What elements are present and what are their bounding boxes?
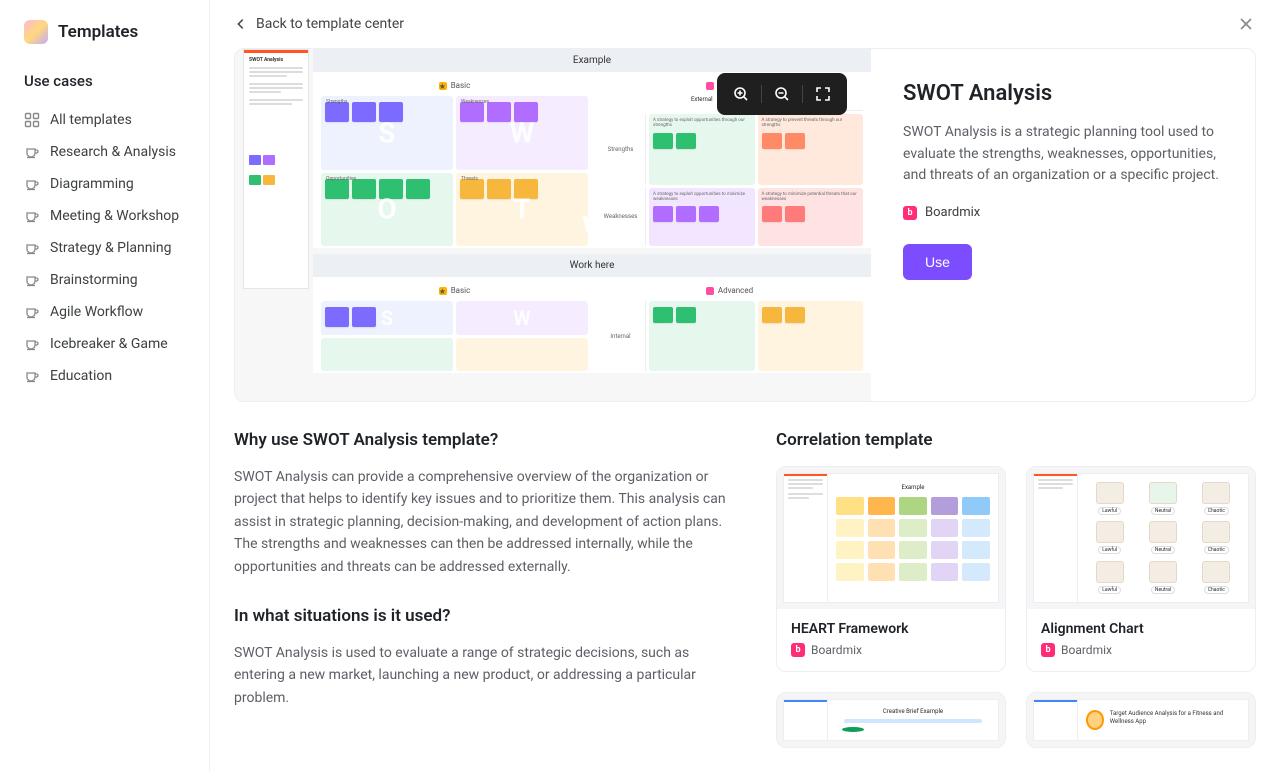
section-heading-when: In what situations is it used? xyxy=(234,606,728,626)
card-author: bBoardmix xyxy=(1041,643,1241,657)
zoom-in-button[interactable] xyxy=(727,81,755,107)
cup-icon xyxy=(24,208,40,224)
cup-icon xyxy=(24,144,40,160)
cup-icon xyxy=(24,240,40,256)
sidebar-item-label: Research & Analysis xyxy=(50,144,176,160)
grid-icon xyxy=(24,112,40,128)
sidebar-item-label: Brainstorming xyxy=(50,272,138,288)
boardmix-icon: b xyxy=(1041,643,1055,657)
card-thumb: Example xyxy=(777,467,1005,609)
sidebar-item-label: Strategy & Planning xyxy=(50,240,171,256)
content-columns: Why use SWOT Analysis template? SWOT Ana… xyxy=(210,402,1280,748)
sidebar-item-meeting[interactable]: Meeting & Workshop xyxy=(24,200,209,232)
card-thumb: Lawful Neutral Chaotic Lawful Neutral Ch… xyxy=(1027,467,1255,609)
top-bar: Back to template center xyxy=(210,0,1280,48)
close-button[interactable] xyxy=(1236,14,1256,34)
preview-work-label: Work here xyxy=(313,254,871,277)
back-label: Back to template center xyxy=(256,16,404,32)
card-thumb: Creative Brief Example xyxy=(777,693,1005,747)
app-title: Templates xyxy=(58,22,138,42)
card-author: bBoardmix xyxy=(791,643,991,657)
related-card-alignment[interactable]: Lawful Neutral Chaotic Lawful Neutral Ch… xyxy=(1026,466,1256,672)
preview-doc-panel: SWOT Analysis xyxy=(243,49,309,289)
template-info: SWOT Analysis SWOT Analysis is a strateg… xyxy=(871,49,1255,401)
template-description: SWOT Analysis is a strategic planning to… xyxy=(903,122,1223,187)
author-name: Boardmix xyxy=(925,205,980,220)
sidebar-item-agile[interactable]: Agile Workflow xyxy=(24,296,209,328)
section-body-why: SWOT Analysis can provide a comprehensiv… xyxy=(234,466,728,578)
template-hero: SWOT Analysis Example ★Basic Stre xyxy=(234,48,1256,402)
cup-icon xyxy=(24,304,40,320)
sidebar-nav: All templates Research & Analysis Diagra… xyxy=(24,104,209,392)
templates-icon xyxy=(24,20,48,44)
related-heading: Correlation template xyxy=(776,430,1256,450)
card-thumb: Target Audience Analysis for a Fitness a… xyxy=(1027,693,1255,747)
chevron-left-icon xyxy=(234,17,248,31)
related-column: Correlation template Example xyxy=(776,430,1256,748)
preview-example-label: Example xyxy=(313,49,871,72)
zoom-out-button[interactable] xyxy=(768,81,796,107)
related-card-heart[interactable]: Example HEART Framework xyxy=(776,466,1006,672)
preview-doc-title: SWOT Analysis xyxy=(249,57,303,63)
sidebar-item-all-templates[interactable]: All templates xyxy=(24,104,209,136)
article-column: Why use SWOT Analysis template? SWOT Ana… xyxy=(234,430,728,748)
boardmix-icon: b xyxy=(903,206,917,220)
sidebar-item-label: Icebreaker & Game xyxy=(50,336,168,352)
sidebar: Templates Use cases All templates Resear… xyxy=(0,0,210,771)
cup-icon xyxy=(24,176,40,192)
card-title: Alignment Chart xyxy=(1041,621,1241,637)
sidebar-item-education[interactable]: Education xyxy=(24,360,209,392)
section-heading-why: Why use SWOT Analysis template? xyxy=(234,430,728,450)
sidebar-item-brainstorming[interactable]: Brainstorming xyxy=(24,264,209,296)
cup-icon xyxy=(24,336,40,352)
sidebar-header: Templates xyxy=(24,20,209,44)
section-body-when: SWOT Analysis is used to evaluate a rang… xyxy=(234,642,728,709)
preview-basic-label: Basic xyxy=(451,81,471,90)
template-title: SWOT Analysis xyxy=(903,81,1223,106)
template-preview[interactable]: SWOT Analysis Example ★Basic Stre xyxy=(235,49,871,401)
related-card-partial-1[interactable]: Creative Brief Example xyxy=(776,692,1006,748)
back-link[interactable]: Back to template center xyxy=(234,16,404,32)
sidebar-item-label: Meeting & Workshop xyxy=(50,208,179,224)
use-button[interactable]: Use xyxy=(903,244,972,280)
sidebar-item-strategy[interactable]: Strategy & Planning xyxy=(24,232,209,264)
sidebar-section-label: Use cases xyxy=(24,72,209,90)
sidebar-item-label: All templates xyxy=(50,112,132,128)
related-cards: Example HEART Framework xyxy=(776,466,1256,748)
sidebar-item-research[interactable]: Research & Analysis xyxy=(24,136,209,168)
sidebar-item-label: Agile Workflow xyxy=(50,304,143,320)
related-card-partial-2[interactable]: Target Audience Analysis for a Fitness a… xyxy=(1026,692,1256,748)
sidebar-item-label: Education xyxy=(50,368,112,384)
boardmix-icon: b xyxy=(791,643,805,657)
sidebar-item-icebreaker[interactable]: Icebreaker & Game xyxy=(24,328,209,360)
main-content: Back to template center xyxy=(210,0,1280,771)
separator xyxy=(802,85,803,103)
sidebar-item-diagramming[interactable]: Diagramming xyxy=(24,168,209,200)
sidebar-item-label: Diagramming xyxy=(50,176,134,192)
zoom-toolbar xyxy=(717,73,847,115)
template-author: b Boardmix xyxy=(903,205,1223,220)
cup-icon xyxy=(24,272,40,288)
cup-icon xyxy=(24,368,40,384)
fullscreen-button[interactable] xyxy=(809,81,837,107)
separator xyxy=(761,85,762,103)
card-title: HEART Framework xyxy=(791,621,991,637)
